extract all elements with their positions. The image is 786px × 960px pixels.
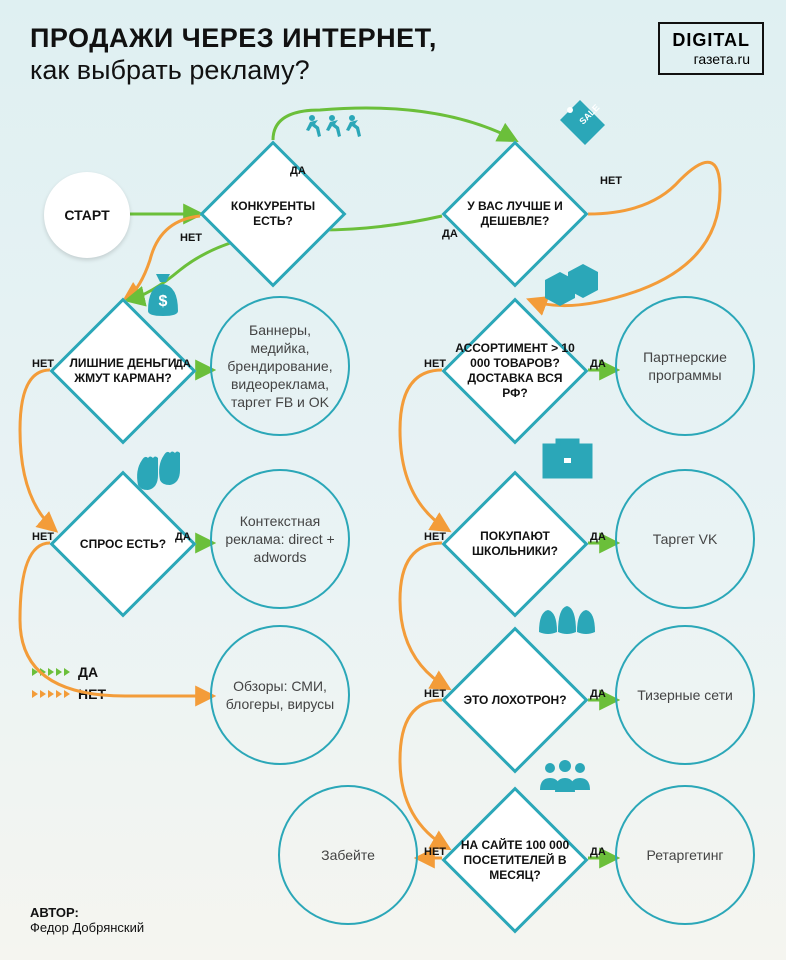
label-no: НЕТ xyxy=(600,175,622,187)
outcome-c6: Тизерные сети xyxy=(615,625,755,765)
label-no: НЕТ xyxy=(32,358,54,370)
label-yes: ДА xyxy=(590,846,606,858)
decision-d7: ЭТО ЛОХОТРОН? xyxy=(440,625,590,775)
decision-d2: У ВАС ЛУЧШЕ И ДЕШЕВЛЕ? xyxy=(440,139,590,289)
decision-d1: КОНКУРЕНТЫ ЕСТЬ? xyxy=(198,139,348,289)
outcome-c4: Партнерские программы xyxy=(615,296,755,436)
label-no: НЕТ xyxy=(424,688,446,700)
outcome-c7: Ретаргетинг xyxy=(615,785,755,925)
decision-d5: СПРОС ЕСТЬ? xyxy=(48,469,198,619)
label-yes: ДА xyxy=(290,165,306,177)
outcome-c1: Баннеры, медийка, брендирование, видеоре… xyxy=(210,296,350,436)
label-no: НЕТ xyxy=(180,232,202,244)
outcome-c8: Забейте xyxy=(278,785,418,925)
label-yes: ДА xyxy=(590,531,606,543)
outcome-c3: Обзоры: СМИ, блогеры, вирусы xyxy=(210,625,350,765)
decision-d3: ЛИШНИЕ ДЕНЬГИ ЖМУТ КАРМАН? xyxy=(48,296,198,446)
label-no: НЕТ xyxy=(424,358,446,370)
outcome-c2: Контекстная реклама: direct + adwords xyxy=(210,469,350,609)
label-no: НЕТ xyxy=(32,531,54,543)
decision-d8: НА САЙТЕ 100 000 ПОСЕТИТЕЛЕЙ В МЕСЯЦ? xyxy=(440,785,590,935)
label-yes: ДА xyxy=(442,228,458,240)
label-no: НЕТ xyxy=(424,531,446,543)
start-node: СТАРТ xyxy=(44,172,130,258)
label-yes: ДА xyxy=(590,358,606,370)
decision-d4: АССОРТИМЕНТ > 10 000 ТОВАРОВ? ДОСТАВКА В… xyxy=(440,296,590,446)
decision-d6: ПОКУПАЮТ ШКОЛЬНИКИ? xyxy=(440,469,590,619)
label-yes: ДА xyxy=(590,688,606,700)
outcome-c5: Таргет VK xyxy=(615,469,755,609)
label-no: НЕТ xyxy=(424,846,446,858)
